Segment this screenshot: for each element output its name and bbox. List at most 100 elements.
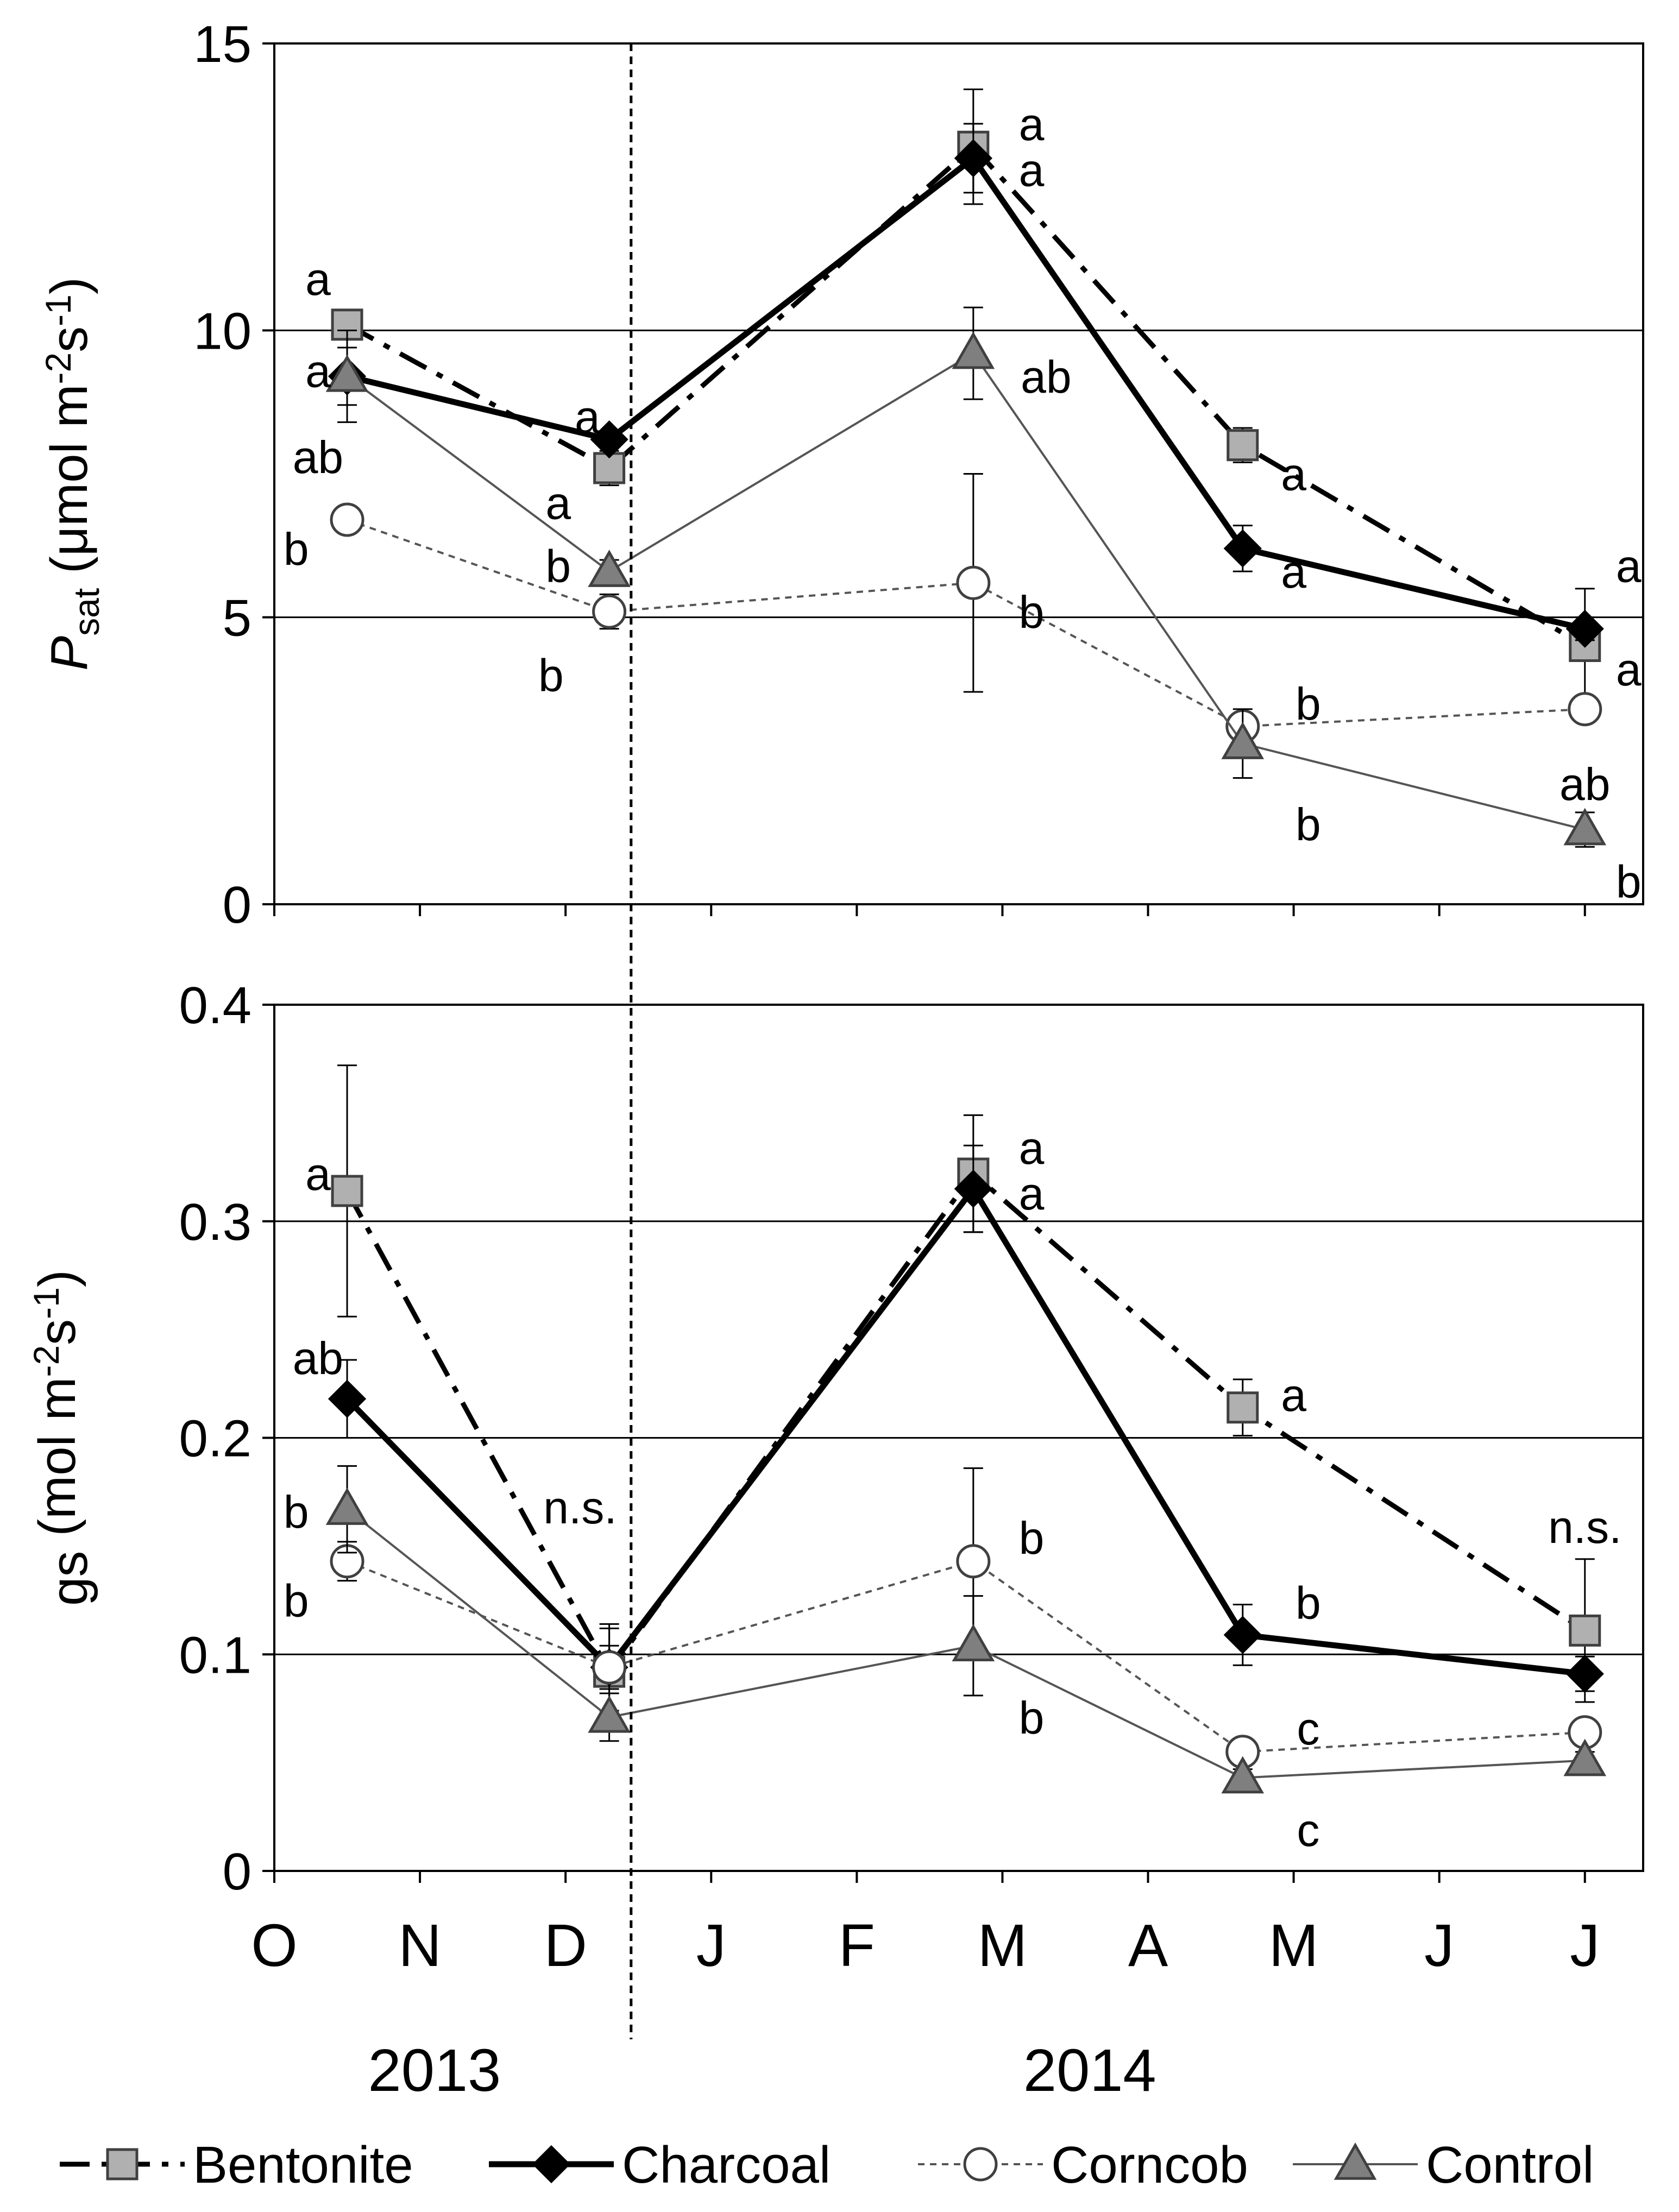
y-tick-label: 5 xyxy=(223,589,251,647)
data-point xyxy=(952,1624,995,1662)
data-point xyxy=(590,420,628,459)
y-axis-label-part: P xyxy=(40,636,98,671)
data-point xyxy=(592,594,627,629)
data-point xyxy=(588,550,631,587)
legend-marker xyxy=(532,2145,571,2184)
y-axis-label-part: ) xyxy=(28,1270,86,1287)
significance-label: c xyxy=(1297,1703,1319,1754)
data-point xyxy=(1565,1655,1604,1693)
y-tick-label: 0 xyxy=(223,876,251,934)
data-point xyxy=(1221,1756,1265,1794)
significance-label: b xyxy=(1019,587,1045,638)
x-tick-label: N xyxy=(398,1912,441,1979)
x-tick-label: M xyxy=(1269,1912,1319,1979)
series-line xyxy=(346,154,1586,632)
significance-label: b xyxy=(1019,1692,1045,1743)
series-charcoal xyxy=(328,1144,1604,1693)
data-point xyxy=(592,1650,627,1685)
legend-marker xyxy=(963,2147,998,2182)
data-point xyxy=(1221,722,1265,759)
data-point xyxy=(1223,1616,1262,1654)
legend-item-control: Control xyxy=(1293,2136,1594,2194)
x-tick-label: D xyxy=(544,1912,587,1979)
data-point xyxy=(954,1169,992,1208)
y-axis-label-part: -1 xyxy=(38,294,78,326)
significance-label: a xyxy=(305,345,331,396)
significance-label: b xyxy=(1296,799,1321,850)
legend-label: Charcoal xyxy=(622,2136,831,2194)
series-bentonite xyxy=(331,89,1601,704)
x-tick-label: O xyxy=(251,1912,298,1979)
y-axis-label: gs (mol m-2s-1) xyxy=(26,1270,98,1606)
x-axis: O N D J F M A M J J 2013 2014 xyxy=(251,1912,1600,2104)
significance-label: a xyxy=(1616,541,1642,592)
y-axis-label: Psat (μmol m-2s-1) xyxy=(38,277,106,671)
legend-label: Bentonite xyxy=(193,2136,413,2194)
series-line xyxy=(347,519,1585,728)
significance-label: b xyxy=(1296,1578,1321,1629)
data-point xyxy=(1563,1738,1607,1776)
significance-label: a xyxy=(1019,1123,1045,1174)
data-point xyxy=(331,1175,363,1207)
y-tick-label: 0.4 xyxy=(179,976,251,1035)
x-tick-label: A xyxy=(1128,1912,1168,1979)
significance-label: a xyxy=(1019,144,1045,196)
significance-label: a xyxy=(1281,449,1306,500)
significance-label: b xyxy=(545,541,571,592)
significance-label: a xyxy=(305,254,331,305)
y-axis-label-part: (mol m xyxy=(28,1377,86,1551)
y-tick-label: 10 xyxy=(193,302,251,360)
legend-item-corncob: Corncob xyxy=(918,2136,1248,2194)
significance-label: b xyxy=(1019,1513,1045,1564)
legend-label: Control xyxy=(1426,2136,1594,2194)
year-label: 2014 xyxy=(1023,2037,1156,2104)
data-point xyxy=(1569,1614,1601,1647)
significance-label: a xyxy=(1616,644,1642,695)
legend-item-charcoal: Charcoal xyxy=(489,2136,831,2194)
significance-label: n.s. xyxy=(1548,1502,1621,1553)
data-point xyxy=(1227,429,1259,462)
y-tick-label: 0.1 xyxy=(179,1626,251,1684)
year-label: 2013 xyxy=(368,2037,501,2104)
data-point xyxy=(952,331,995,369)
data-point xyxy=(1565,609,1604,648)
y-axis-label-part: gs xyxy=(40,1551,98,1605)
panel-gs: 00.10.20.30.4gs (mol m-2s-1)aabbbn.s.aab… xyxy=(26,976,1644,1901)
significance-label: a xyxy=(575,392,600,443)
legend-marker xyxy=(1334,2142,1377,2180)
data-point xyxy=(325,354,369,392)
significance-label: a xyxy=(305,1149,331,1200)
legend-marker xyxy=(106,2148,139,2181)
y-axis-label-part: (μmol m xyxy=(40,384,98,588)
significance-label: b xyxy=(284,524,309,575)
y-axis-label-part: -2 xyxy=(26,1345,66,1377)
data-point xyxy=(328,1379,367,1418)
data-point xyxy=(1568,692,1602,727)
significance-label: a xyxy=(1281,546,1306,597)
significance-label: ab xyxy=(1021,351,1071,402)
data-point xyxy=(1227,1391,1259,1424)
series-bentonite xyxy=(331,1064,1601,1716)
significance-label: b xyxy=(1616,856,1642,908)
y-tick-label: 0.2 xyxy=(179,1410,251,1468)
legend-label: Corncob xyxy=(1051,2136,1248,2194)
significance-label: ab xyxy=(293,1333,343,1384)
significance-label: ab xyxy=(1559,759,1610,810)
data-point xyxy=(1563,808,1607,846)
y-axis-label-part: -2 xyxy=(38,352,78,385)
significance-label: c xyxy=(1297,1805,1319,1856)
significance-label: b xyxy=(538,650,564,701)
series-control xyxy=(325,306,1607,848)
significance-label: b xyxy=(284,1576,309,1627)
data-point xyxy=(954,139,992,178)
y-axis-label-part: ) xyxy=(40,277,98,294)
series-charcoal xyxy=(328,123,1604,648)
significance-label: ab xyxy=(293,432,343,483)
x-tick-label: J xyxy=(696,1912,726,1979)
data-point xyxy=(325,1488,369,1525)
significance-label: n.s. xyxy=(543,1482,617,1533)
plot-frame xyxy=(273,42,1644,905)
y-axis-label-part: s xyxy=(28,1319,86,1345)
